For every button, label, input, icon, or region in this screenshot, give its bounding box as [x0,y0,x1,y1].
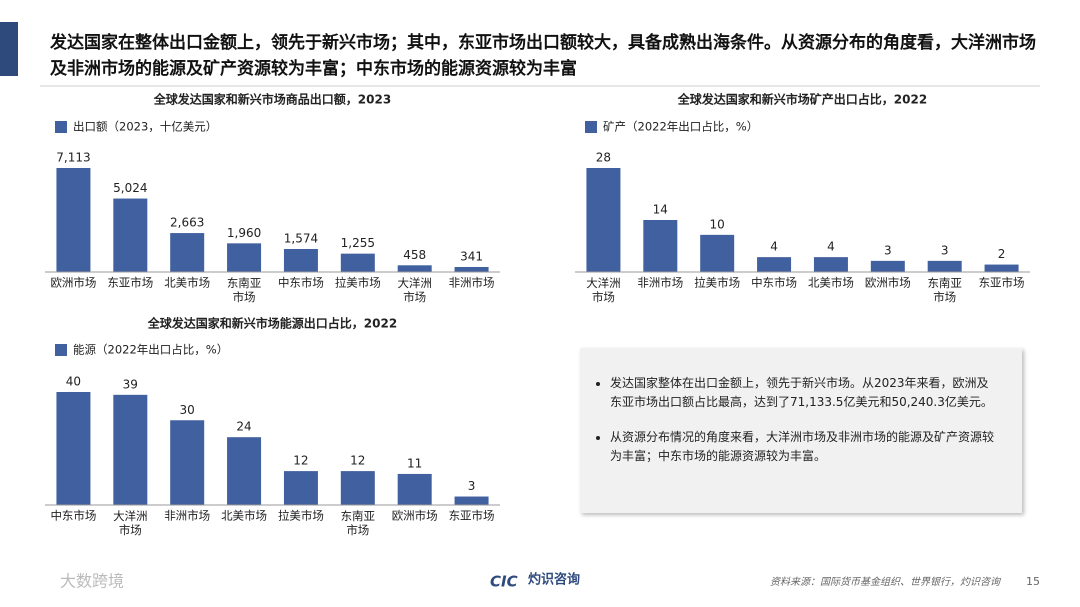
value-label: 7,113 [56,151,90,165]
bar [397,265,432,272]
bar [927,260,962,272]
value-label: 24 [236,420,251,434]
bar [984,264,1019,272]
x-tick-label: 北美市场 [808,276,854,290]
value-label: 4 [770,240,778,254]
x-tick-label: 拉美市场 [694,276,740,290]
value-label: 39 [123,377,138,391]
x-tick-label: 大洋洲市场 [113,509,148,537]
x-tick-label: 东亚市场 [107,276,153,290]
source: 资料来源：国际货币基金组织、世界银行，灼识咨询 [770,576,1002,588]
x-tick-label: 东南亚市场 [341,509,376,537]
note: 发达国家整体在出口金额上，领先于新兴市场。从2023年来看，欧洲及东亚市场出口额… [610,374,998,412]
x-tick-label: 欧洲市场 [865,276,911,290]
x-tick-label: 欧洲市场 [392,509,438,523]
bar [170,233,205,272]
x-tick-label: 中东市场 [50,509,96,523]
watermark: 大数跨境 [60,572,124,591]
value-label: 14 [653,203,668,217]
bar [113,198,148,272]
value-label: 10 [710,217,725,231]
value-label: 30 [180,403,195,417]
value-label: 12 [293,454,308,468]
x-tick-label: 拉美市场 [278,509,324,523]
bar [586,168,621,272]
legend-label: 矿产（2022年出口占比，%） [603,120,758,134]
value-label: 341 [460,250,483,264]
bar [283,471,318,505]
bar [870,260,905,272]
value-label: 2 [998,247,1006,261]
x-tick-label: 中东市场 [751,276,797,290]
bar [757,257,792,272]
bar [397,473,432,505]
bar [454,267,489,272]
bar [643,220,678,272]
bar [113,394,148,505]
bar [227,243,262,272]
x-tick-label: 东亚市场 [449,509,495,523]
x-tick-label: 东南亚市场 [927,276,962,304]
value-label: 3 [468,479,476,493]
logo-name: 灼识咨询 [528,572,580,588]
value-label: 5,024 [113,181,147,195]
x-tick-label: 北美市场 [221,509,267,523]
legend-swatch [55,344,67,356]
x-tick-label: 大洋洲市场 [397,276,432,304]
bar [56,168,91,272]
chart-title: 全球发达国家和新兴市场矿产出口占比，2022 [677,92,927,107]
value-label: 3 [941,243,949,257]
chart-title: 全球发达国家和新兴市场能源出口占比，2022 [147,316,397,331]
value-label: 1,960 [227,226,261,240]
bar [454,496,489,505]
bar [170,420,205,505]
bar [813,257,848,272]
value-label: 4 [827,240,835,254]
logo: CIC [490,573,518,591]
x-tick-label: 大洋洲市场 [586,276,621,304]
x-tick-label: 东南亚市场 [227,276,262,304]
bar [340,471,375,505]
x-tick-label: 非洲市场 [449,276,495,290]
notes-box: 发达国家整体在出口金额上，领先于新兴市场。从2023年来看，欧洲及东亚市场出口额… [580,348,1022,513]
value-label: 1,574 [284,231,318,245]
note: 从资源分布情况的角度来看，大洋洲市场及非洲市场的能源及矿产资源较为丰富；中东市场… [610,428,998,466]
value-label: 40 [66,375,81,389]
legend-label: 出口额（2023，十亿美元） [73,120,217,134]
header-bar [0,22,18,76]
value-label: 2,663 [170,216,204,230]
value-label: 458 [403,248,426,262]
x-tick-label: 非洲市场 [637,276,683,290]
x-tick-label: 东亚市场 [979,276,1025,290]
bar [283,248,318,272]
x-tick-label: 欧洲市场 [50,276,96,290]
header-title: 发达国家在整体出口金额上，领先于新兴市场；其中，东亚市场出口额较大，具备成熟出海… [50,33,1036,79]
value-label: 12 [350,454,365,468]
legend-label: 能源（2022年出口占比，%） [73,343,228,357]
x-tick-label: 非洲市场 [164,509,210,523]
bar [340,253,375,272]
legend-swatch [55,121,67,133]
value-label: 11 [407,456,422,470]
value-label: 3 [884,243,892,257]
x-tick-label: 中东市场 [278,276,324,290]
bar [700,234,735,272]
bar [56,392,91,505]
bar [227,437,262,505]
value-label: 1,255 [341,236,375,250]
legend-swatch [585,121,597,133]
value-label: 28 [596,151,611,165]
page-number: 15 [1026,575,1040,588]
x-tick-label: 拉美市场 [335,276,381,290]
chart-title: 全球发达国家和新兴市场商品出口额，2023 [153,92,391,107]
x-tick-label: 北美市场 [164,276,210,290]
